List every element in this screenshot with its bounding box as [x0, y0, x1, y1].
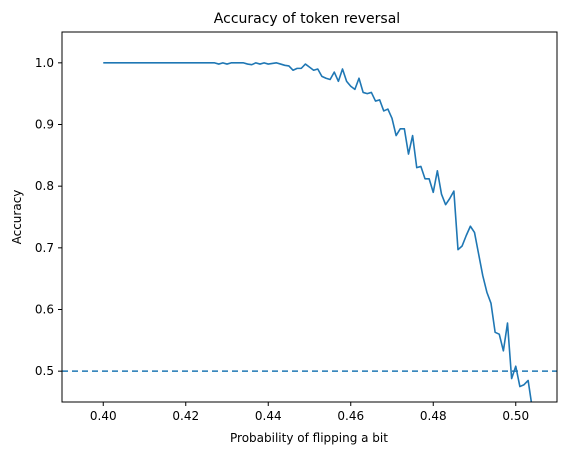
x-axis: 0.40 0.42 0.44 0.46 0.48 0.50	[90, 402, 529, 423]
y-axis: 0.5 0.6 0.7 0.8 0.9 1.0	[35, 56, 62, 378]
plot-frame	[61, 31, 558, 403]
x-tick-label: 0.42	[172, 409, 199, 423]
x-tick-label: 0.40	[90, 409, 117, 423]
accuracy-series-line	[103, 62, 533, 402]
plot-area	[61, 31, 558, 403]
chart-title: Accuracy of token reversal	[214, 11, 400, 27]
y-axis-title: Accuracy	[10, 190, 24, 245]
x-tick-label: 0.46	[337, 409, 364, 423]
y-tick-label: 0.5	[35, 364, 54, 378]
y-tick-label: 0.9	[35, 118, 54, 132]
x-axis-title: Probability of flipping a bit	[230, 431, 388, 445]
x-tick-label: 0.44	[255, 409, 282, 423]
y-tick-label: 0.7	[35, 241, 54, 255]
y-tick-label: 0.8	[35, 179, 54, 193]
x-tick-label: 0.50	[502, 409, 529, 423]
y-tick-label: 1.0	[35, 56, 54, 70]
y-tick-label: 0.6	[35, 303, 54, 317]
x-tick-label: 0.48	[420, 409, 447, 423]
